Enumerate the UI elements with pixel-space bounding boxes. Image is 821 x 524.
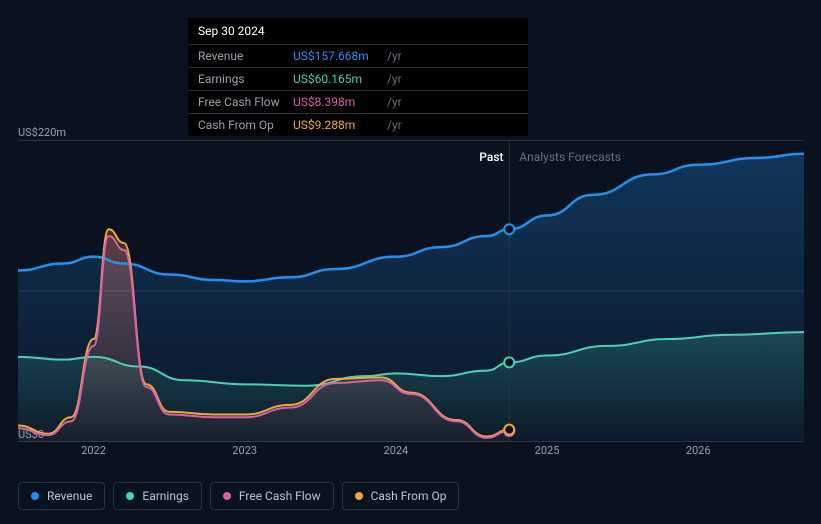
legend-label: Revenue [47, 489, 92, 503]
chart-container: Sep 30 2024 RevenueUS$157.668m/yrEarning… [0, 0, 821, 524]
tooltip-series-value: US$8.398m [293, 95, 383, 109]
legend-item[interactable]: Free Cash Flow [210, 482, 334, 510]
chart-tooltip: Sep 30 2024 RevenueUS$157.668m/yrEarning… [188, 18, 528, 136]
tooltip-row: EarningsUS$60.165m/yr [188, 67, 528, 90]
x-axis-tick: 2023 [232, 444, 257, 457]
tooltip-series-value: US$60.165m [293, 72, 383, 86]
legend-item[interactable]: Earnings [113, 482, 202, 510]
x-axis-tick: 2026 [686, 444, 711, 457]
tooltip-series-label: Earnings [198, 72, 293, 86]
tooltip-date: Sep 30 2024 [188, 18, 528, 44]
legend-item[interactable]: Cash From Op [342, 482, 460, 510]
legend-dot-icon [355, 492, 363, 500]
tooltip-row: RevenueUS$157.668m/yr [188, 44, 528, 67]
x-axis: 2022 2023 2024 2025 2026 [0, 444, 821, 464]
tooltip-series-label: Free Cash Flow [198, 95, 293, 109]
legend-label: Earnings [142, 489, 189, 503]
x-axis-tick: 2024 [384, 444, 409, 457]
tooltip-series-value: US$9.288m [293, 118, 383, 132]
tooltip-suffix: /yr [387, 72, 402, 86]
tooltip-series-label: Cash From Op [198, 118, 293, 132]
x-axis-tick: 2025 [535, 444, 560, 457]
legend-label: Cash From Op [371, 489, 447, 503]
tooltip-suffix: /yr [387, 49, 402, 63]
tooltip-suffix: /yr [387, 95, 402, 109]
tooltip-row: Cash From OpUS$9.288m/yr [188, 113, 528, 136]
legend-dot-icon [126, 492, 134, 500]
tooltip-suffix: /yr [387, 118, 402, 132]
y-axis-max-label: US$220m [18, 126, 66, 139]
legend-dot-icon [223, 492, 231, 500]
tooltip-row: Free Cash FlowUS$8.398m/yr [188, 90, 528, 113]
chart-legend: Revenue Earnings Free Cash Flow Cash From O… [18, 482, 459, 510]
x-axis-tick: 2022 [81, 444, 106, 457]
tooltip-series-value: US$157.668m [293, 49, 383, 63]
legend-label: Free Cash Flow [239, 489, 321, 503]
financial-chart[interactable] [18, 140, 804, 442]
legend-dot-icon [31, 492, 39, 500]
tooltip-series-label: Revenue [198, 49, 293, 63]
legend-item[interactable]: Revenue [18, 482, 105, 510]
